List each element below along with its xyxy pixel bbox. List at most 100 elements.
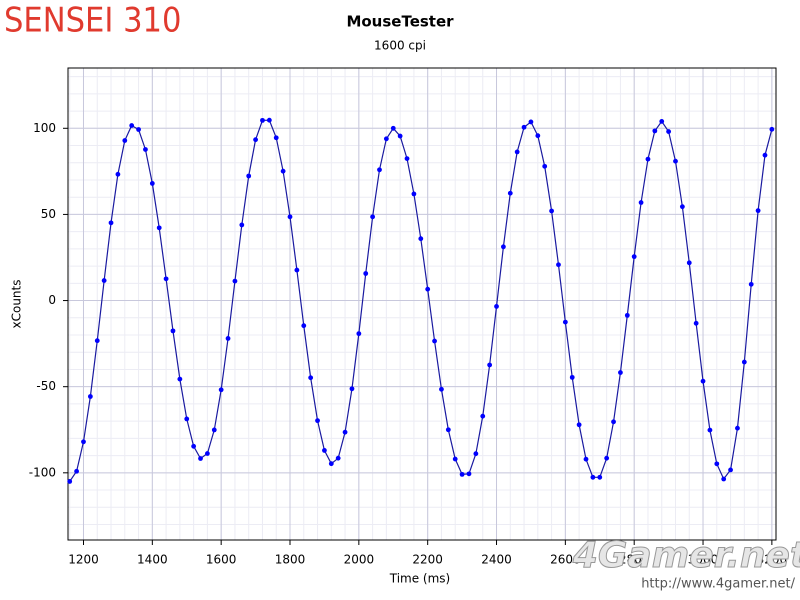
data-point (666, 129, 672, 134)
y-tick-label: 100 (33, 121, 56, 135)
data-point (81, 439, 86, 445)
data-point (67, 479, 73, 484)
data-point (611, 419, 616, 425)
data-point (280, 168, 286, 174)
data-point (425, 286, 431, 292)
x-tick-label: 2000 (344, 553, 375, 567)
data-point (583, 456, 589, 462)
data-point (122, 138, 128, 143)
y-axis-label: xCounts (10, 280, 24, 329)
logo: SENSEI 310 (4, 1, 181, 41)
x-tick-label: 1400 (137, 553, 168, 567)
data-point (342, 429, 348, 435)
data-point (445, 427, 451, 433)
data-point (246, 173, 252, 179)
data-point (184, 416, 190, 422)
data-point (108, 220, 114, 226)
data-point (308, 375, 314, 381)
data-point (762, 152, 768, 158)
data-point (101, 278, 107, 283)
x-tick-label: 3200 (757, 553, 788, 567)
data-point (652, 128, 658, 134)
x-axis-label: Time (ms) (389, 572, 451, 586)
data-point (253, 137, 258, 143)
data-point (273, 135, 279, 141)
y-tick-label: -100 (29, 465, 56, 479)
data-point (755, 208, 761, 214)
data-point (404, 156, 410, 162)
data-point (301, 323, 307, 329)
data-point (501, 244, 506, 250)
data-point (618, 370, 623, 375)
data-point (177, 376, 183, 382)
data-point (115, 171, 121, 177)
x-tick-label: 1200 (68, 553, 99, 567)
x-tick-label: 2600 (550, 553, 581, 567)
data-point (700, 378, 706, 384)
data-point (156, 225, 162, 231)
data-point (211, 427, 217, 433)
data-point (74, 468, 80, 474)
data-point (143, 147, 148, 152)
data-point (356, 331, 362, 337)
data-point (576, 422, 582, 428)
data-point (748, 281, 754, 287)
data-point (232, 278, 238, 284)
x-tick-label: 2400 (481, 553, 512, 567)
data-point (163, 276, 169, 282)
data-point (432, 338, 437, 344)
x-tick-label: 1600 (206, 553, 237, 567)
data-point (556, 262, 561, 268)
data-point (735, 425, 740, 431)
data-point (328, 461, 334, 467)
data-point (521, 124, 527, 130)
data-point (315, 418, 320, 424)
data-point (741, 359, 747, 365)
data-point (239, 222, 245, 228)
data-point (287, 214, 293, 220)
data-point (707, 427, 713, 433)
data-point (294, 267, 300, 273)
data-point (769, 126, 775, 132)
data-point (225, 336, 231, 341)
data-point (218, 387, 224, 393)
x-tick-label: 1800 (275, 553, 306, 567)
data-point (349, 386, 355, 392)
data-point (87, 394, 93, 399)
plot-frame (67, 67, 777, 541)
data-point (136, 127, 141, 132)
data-point (714, 461, 720, 467)
data-point (459, 471, 465, 477)
data-point (198, 456, 203, 461)
data-point (514, 149, 520, 155)
data-point (129, 123, 135, 128)
data-point (721, 476, 727, 482)
data-point (439, 386, 444, 392)
data-point (528, 119, 534, 125)
data-point (569, 374, 575, 380)
y-tick-label: -50 (36, 379, 56, 393)
x-tick-label: 2800 (619, 553, 650, 567)
data-point (466, 471, 472, 477)
data-point (335, 455, 341, 461)
data-point (411, 191, 417, 197)
data-point (494, 304, 499, 309)
data-point (473, 451, 479, 457)
data-point (204, 451, 210, 456)
data-point (638, 200, 644, 205)
data-point (604, 455, 610, 461)
watermark: 4Gamer.net (572, 535, 800, 576)
x-tick-label: 3000 (688, 553, 719, 567)
chart-subtitle: 1600 cpi (374, 39, 426, 53)
data-point (397, 133, 403, 139)
data-point (686, 260, 692, 266)
data-point (363, 271, 369, 276)
x-tick-label: 2200 (412, 553, 443, 567)
data-point (673, 158, 678, 164)
data-point (390, 125, 396, 131)
data-point (507, 190, 513, 196)
data-point (597, 474, 603, 480)
y-tick-label: 50 (41, 207, 56, 221)
data-point (624, 312, 630, 318)
data-point (693, 320, 699, 326)
